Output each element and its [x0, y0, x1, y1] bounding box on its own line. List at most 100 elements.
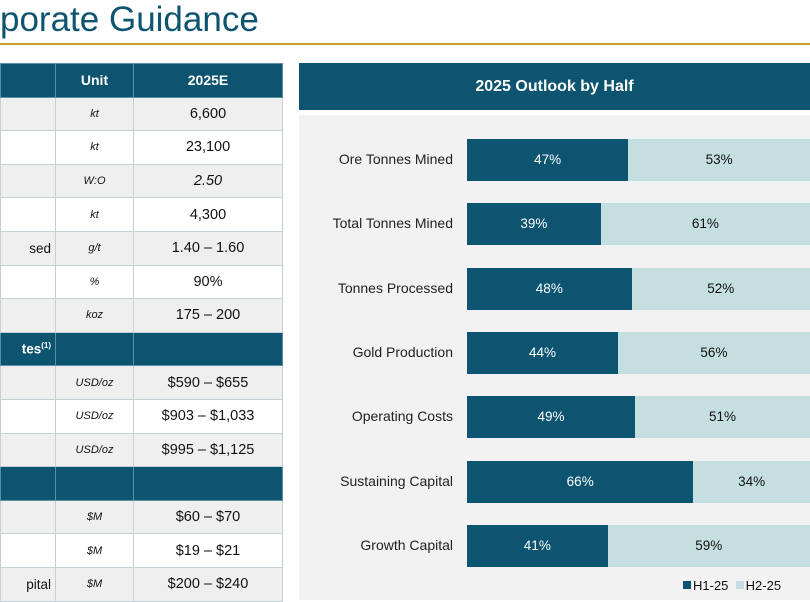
data-label-h2: 51% [709, 409, 737, 425]
row-value: 2.50 [133, 163, 283, 199]
bar-h2 [635, 396, 810, 439]
row-unit: W:O [55, 163, 134, 199]
row-label [0, 365, 56, 400]
row-label: tes(1) [0, 331, 56, 367]
bar-h1 [467, 267, 632, 310]
row-value: $995 – $1,125 [133, 432, 283, 468]
row-unit: USD/oz [55, 398, 134, 434]
row-value: $590 – $655 [133, 365, 283, 400]
category-label: Total Tonnes Mined [332, 215, 453, 232]
legend-label-h2: H2-25 [745, 578, 782, 593]
chart-legend: H1-25 H2-25 [683, 578, 781, 593]
row-label [0, 466, 56, 501]
category-label: Growth Capital [360, 536, 453, 553]
category-label: Gold Production [352, 343, 453, 360]
table-row: USD/oz $995 – $1,125 [0, 432, 283, 468]
row-label [0, 533, 56, 568]
data-label-h1: 49% [537, 409, 565, 425]
row-label-text: sed [29, 240, 51, 256]
table-row: $M $19 – $21 [0, 533, 283, 568]
row-label [0, 298, 56, 333]
table-row: USD/oz $590 – $655 [0, 365, 283, 400]
bar-h2 [600, 203, 810, 246]
row-unit: koz [55, 298, 134, 333]
table-header-year: 2025E [133, 63, 283, 98]
category-label: Sustaining Capital [340, 472, 453, 489]
row-label [0, 264, 56, 300]
row-label [0, 432, 56, 468]
row-value [133, 331, 283, 367]
page-title: porate Guidance [0, 0, 259, 39]
table-header-label [0, 63, 56, 98]
table-row: kt 6,600 [0, 96, 283, 132]
data-label-h2: 56% [700, 344, 728, 360]
row-label [0, 130, 56, 165]
chart-title: 2025 Outlook by Half [475, 78, 634, 95]
data-label-h1: 66% [566, 473, 594, 489]
row-unit: % [55, 264, 134, 300]
bar-h2 [693, 460, 810, 503]
chart-title-bar: 2025 Outlook by Half [299, 63, 810, 110]
row-unit [55, 466, 134, 501]
row-label-text: pital [26, 576, 51, 592]
row-unit: g/t [55, 230, 134, 266]
row-label-text: tes [21, 341, 42, 357]
data-label-h1: 41% [523, 537, 551, 553]
row-unit: USD/oz [55, 365, 134, 400]
row-value: $200 – $240 [133, 566, 283, 602]
legend-swatch-h1 [683, 581, 691, 589]
row-value: 90% [133, 264, 283, 300]
guidance-table: Unit 2025E kt 6,600 kt 23,100 W:O 2.50 kt 4,300… [0, 63, 283, 602]
row-unit: kt [55, 197, 134, 232]
category-label: Operating Costs [351, 408, 453, 425]
data-label-h2: 53% [705, 152, 733, 167]
bar-h2 [607, 524, 810, 567]
row-label: pital [0, 566, 56, 602]
row-value [133, 466, 283, 501]
bar-h2 [617, 331, 810, 374]
legend-label-h1: H1-25 [693, 578, 729, 593]
row-label: sed [0, 230, 56, 266]
legend-swatch-h2 [735, 581, 744, 589]
bar-h1 [467, 524, 608, 567]
table-section-row [0, 466, 283, 501]
row-value: 175 – 200 [133, 298, 283, 333]
table-row: pital $M $200 – $240 [0, 566, 283, 602]
row-unit [55, 331, 134, 367]
row-value: 1.40 – 1.60 [133, 230, 283, 266]
data-label-h2: 61% [691, 216, 719, 232]
data-label-h1: 44% [528, 344, 556, 360]
row-unit: $M [55, 566, 134, 602]
row-label [0, 163, 56, 199]
table-row: USD/oz $903 – $1,033 [0, 398, 283, 434]
row-label [0, 499, 56, 535]
row-value: 4,300 [133, 197, 283, 232]
table-row: kt 4,300 [0, 197, 283, 232]
data-label-h2: 59% [695, 537, 723, 553]
data-label-h1: 47% [534, 152, 562, 167]
title-divider [0, 43, 810, 45]
data-label-h1: 48% [535, 280, 563, 296]
category-label: Ore Tonnes Mined [338, 151, 453, 167]
row-value: $19 – $21 [133, 533, 283, 568]
row-label [0, 96, 56, 132]
footnote-marker: (1) [41, 341, 51, 351]
row-unit: $M [55, 533, 134, 568]
table-row: % 90% [0, 264, 283, 300]
row-unit: kt [55, 96, 134, 132]
bar-h2 [628, 139, 810, 181]
row-value: $60 – $70 [133, 499, 283, 535]
row-unit: $M [55, 499, 134, 535]
row-value: $903 – $1,033 [133, 398, 283, 434]
category-label: Tonnes Processed [337, 279, 453, 296]
data-label-h2: 52% [707, 280, 735, 296]
bar-h1 [467, 203, 601, 246]
table-row: W:O 2.50 [0, 163, 283, 199]
row-value: 23,100 [133, 130, 283, 165]
table-row: koz 175 – 200 [0, 298, 283, 333]
data-label-h1: 39% [520, 216, 548, 232]
row-label [0, 197, 56, 232]
bar-h1 [467, 139, 629, 181]
bar-h2 [631, 267, 810, 310]
row-label [0, 398, 56, 434]
